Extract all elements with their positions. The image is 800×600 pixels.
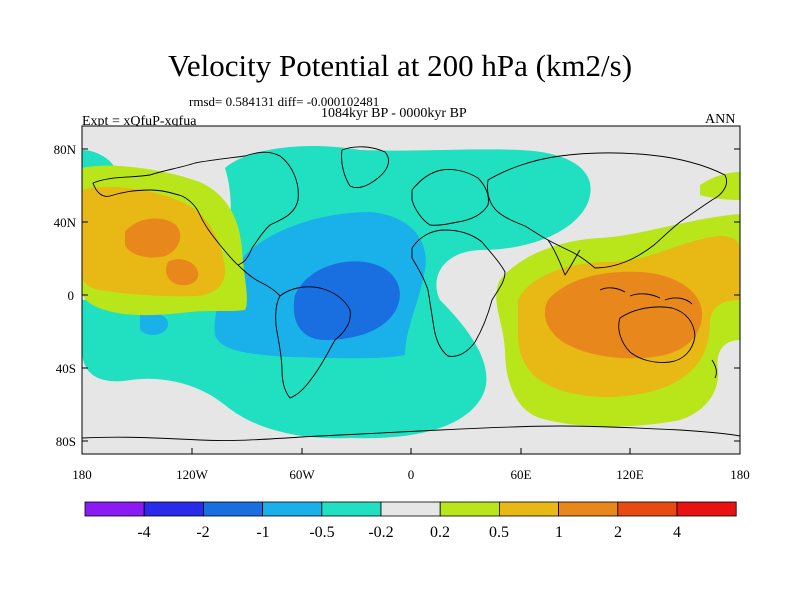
season-label: ANN: [705, 112, 736, 127]
contour-positive-0.2-edge: [700, 172, 740, 200]
coastlines: [82, 146, 740, 441]
y-tick-label: 40N: [54, 215, 77, 230]
coast-india: [547, 239, 581, 276]
contour-positive-1-indopacific: [544, 271, 703, 359]
colorbar-box: [143, 501, 204, 517]
contour-positive-1-pacific-north: [125, 218, 181, 258]
coast-new-zealand: [711, 359, 717, 379]
colorbar-label: 2: [614, 524, 622, 541]
y-tick-label: 80N: [54, 142, 77, 157]
x-tick-label: 60E: [511, 467, 532, 482]
x-tick-label: 180: [72, 467, 92, 482]
stats-line: rmsd= 0.584131 diff= -0.000102481: [189, 94, 380, 109]
axis-ticks: [81, 148, 741, 454]
colorbar-boxes: [84, 501, 737, 517]
x-tick-label: 120E: [616, 467, 644, 482]
colorbar-label: -0.5: [309, 524, 334, 541]
coast-south-america: [275, 286, 351, 399]
colorbar-label: 1: [555, 524, 563, 541]
colorbar-box: [617, 501, 678, 517]
plot-title: Velocity Potential at 200 hPa (km2/s): [167, 48, 633, 83]
contour-positive-1-pacific-south: [166, 259, 199, 286]
coast-asia: [487, 152, 727, 269]
colorbar-label: 4: [673, 524, 681, 541]
colorbar-box: [84, 501, 145, 517]
coast-antarctica: [82, 425, 740, 441]
contour-negative-0.5-patch: [140, 312, 169, 335]
x-tick-label: 180: [730, 467, 750, 482]
contour-negative-1: [293, 261, 400, 340]
colorbar-label: -2: [196, 524, 209, 541]
experiment-label: Expt = xQfuP-xqfua: [82, 114, 197, 129]
contour-field: [82, 126, 740, 454]
colorbar: -4 -2 -1 -0.5 -0.2 0.2 0.5 1 2 4: [84, 501, 737, 541]
y-tick-label: 80S: [56, 434, 76, 449]
y-tick-label: 40S: [56, 361, 76, 376]
colorbar-box: [202, 501, 263, 517]
x-tick-label: 120W: [176, 467, 209, 482]
x-axis-labels: 180 120W 60W 0 60E 120E 180: [72, 467, 750, 482]
colorbar-box: [321, 501, 382, 517]
colorbar-box: [676, 501, 737, 517]
y-tick-label: 0: [68, 288, 75, 303]
x-tick-label: 0: [408, 467, 415, 482]
coast-africa: [411, 229, 506, 357]
colorbar-box: [498, 501, 559, 517]
colorbar-box: [262, 501, 323, 517]
colorbar-box: [439, 501, 500, 517]
period-label: 1084kyr BP - 0000kyr BP: [321, 106, 467, 121]
colorbar-box: [558, 501, 619, 517]
colorbar-label: 0.5: [489, 524, 509, 541]
colorbar-label: 0.2: [430, 524, 450, 541]
coast-maritime-continent: [599, 287, 693, 305]
coast-central-america: [237, 264, 281, 297]
coast-europe: [411, 169, 489, 226]
colorbar-label: -4: [137, 524, 150, 541]
colorbar-label: -0.2: [368, 524, 393, 541]
colorbar-label: -1: [256, 524, 269, 541]
coast-greenland: [341, 146, 389, 189]
colorbar-labels: -4 -2 -1 -0.5 -0.2 0.2 0.5 1 2 4: [137, 524, 681, 541]
colorbar-box: [380, 501, 441, 517]
y-axis-labels: 80N 40N 0 40S 80S: [54, 142, 77, 449]
coast-australia: [618, 306, 696, 363]
coast-north-america: [92, 151, 299, 266]
x-tick-label: 60W: [289, 467, 315, 482]
